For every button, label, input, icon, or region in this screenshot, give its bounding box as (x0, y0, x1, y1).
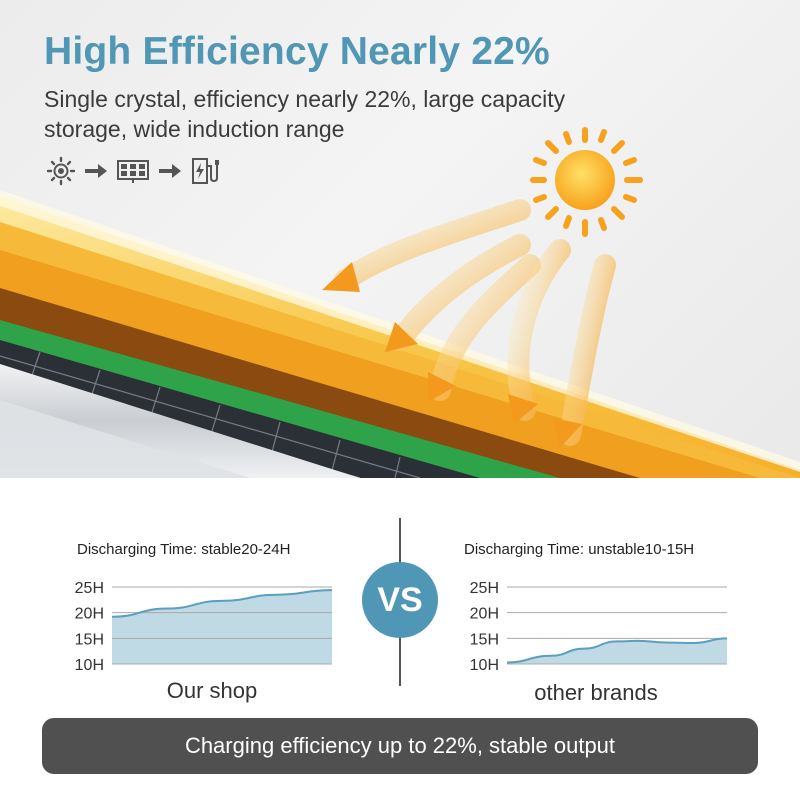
ray-arrowheads (322, 262, 582, 448)
our-shop-chart-tick-label: 20H (75, 606, 104, 623)
other-brands-label: other brands (534, 680, 658, 705)
our-shop-chart-tick-label: 15H (75, 631, 104, 648)
our-shop-chart-tick-label: 25H (75, 580, 104, 597)
page-subtitle: Single crystal, efficiency nearly 22%, l… (44, 86, 566, 142)
solar-panel-illustration (0, 127, 800, 478)
sun-icon (46, 156, 76, 186)
our-shop-label: Our shop (166, 678, 258, 703)
vs-badge: VS (362, 562, 438, 638)
sunlight-rays (334, 199, 616, 446)
solar-panel-icon (116, 159, 150, 183)
other-brands-chart-tick-label: 10H (470, 657, 499, 674)
arrow-right-icon (84, 163, 108, 179)
page-title: High Efficiency Nearly 22% (44, 30, 550, 73)
our-shop-chart: 25H 20H 15H 10H (75, 580, 333, 674)
bottom-banner: Charging efficiency up to 22%, stable ou… (42, 718, 758, 774)
hero-banner: High Efficiency Nearly 22% Single crysta… (0, 0, 800, 478)
other-brands-chart: 25H 20H 15H 10H (470, 580, 728, 674)
our-shop-chart-series-line (111, 589, 333, 618)
other-brands-chart-area (507, 638, 727, 664)
arrow-right-icon (158, 163, 182, 179)
other-brands-chart-tick-label: 20H (470, 606, 499, 623)
other-brands-chart-series-line (506, 637, 728, 664)
right-chart-title: Discharging Time: unstable10-15H (464, 541, 695, 558)
sun-illustration (530, 127, 643, 237)
energy-flow-icons (46, 156, 220, 186)
left-chart-title: Discharging Time: stable20-24H (77, 541, 291, 558)
our-shop-chart-tick-label: 10H (75, 657, 104, 674)
other-brands-chart-tick-label: 25H (470, 580, 499, 597)
other-brands-chart-tick-label: 15H (470, 631, 499, 648)
charging-station-icon (190, 156, 220, 186)
